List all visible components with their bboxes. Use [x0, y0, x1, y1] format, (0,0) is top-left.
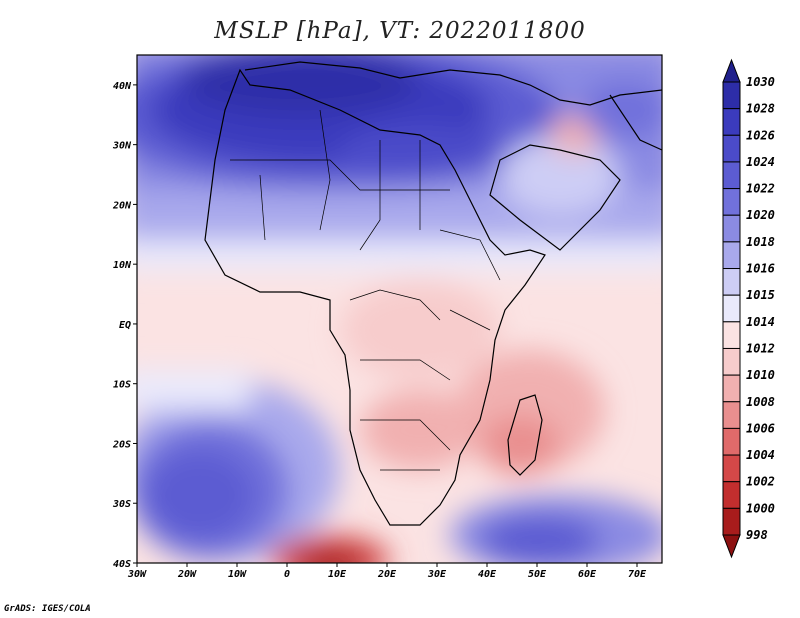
- lon-tick-label: 10W: [228, 569, 247, 580]
- coastlines: [204, 61, 662, 526]
- colorbar-segment: [722, 454, 741, 483]
- colorbar-label: 1010: [746, 368, 775, 382]
- colorbar-segment: [722, 108, 741, 136]
- colorbar-label: 1024: [746, 155, 775, 169]
- colorbar-segment: [722, 401, 741, 429]
- lon-tick-label: 10E: [328, 569, 347, 580]
- colorbar-segment: [722, 214, 741, 243]
- pressure-field: [137, 55, 662, 563]
- country-borders: [230, 109, 501, 471]
- colorbar-label: 1030: [746, 75, 775, 89]
- colorbar-label: 1014: [746, 315, 775, 329]
- colorbar-label: 1015: [746, 288, 775, 302]
- lat-tick-label: 20N: [112, 200, 132, 211]
- colorbar-label: 1016: [746, 262, 775, 276]
- colorbar-segment: [722, 481, 741, 509]
- colorbar-label: 1000: [746, 501, 775, 515]
- colorbar-segment: [722, 134, 741, 163]
- colorbar-label: 1004: [746, 448, 775, 462]
- plot-frame: [136, 54, 663, 564]
- colorbar-label: 1006: [746, 421, 775, 435]
- colorbar-label: 1002: [746, 475, 775, 489]
- longitude-axis: 30W 20W 10W 0 10E 20E 30E 40E 50E 60E 70E: [127, 563, 647, 580]
- lon-tick-label: 40E: [478, 569, 497, 580]
- lon-tick-label: 20E: [377, 569, 397, 580]
- latitude-axis: 40N 30N 20N 10N EQ 10S 20S 30S 40S: [112, 81, 137, 570]
- map-title: MSLP [hPa], VT: 2022011800: [214, 18, 586, 44]
- colorbar-label: 1026: [746, 128, 775, 142]
- lat-tick-label: 40N: [113, 81, 132, 92]
- colorbar-segment: [722, 374, 741, 403]
- colorbar-segment: [722, 268, 741, 296]
- lat-tick-label: 10N: [113, 260, 132, 271]
- lon-tick-label: 30W: [127, 569, 147, 580]
- lon-tick-label: 30E: [427, 569, 447, 580]
- colorbar-segment: [722, 427, 741, 456]
- lat-tick-label: 40S: [113, 559, 131, 570]
- lon-tick-label: 0: [284, 569, 290, 580]
- lat-tick-label: 30S: [112, 499, 131, 510]
- lon-tick-label: 70E: [628, 569, 647, 580]
- lon-tick-label: 20W: [177, 569, 197, 580]
- colorbar-label: 1018: [746, 235, 775, 249]
- colorbar-segment: [722, 241, 741, 270]
- colorbar-segment: [722, 347, 741, 376]
- colorbar-segment: [722, 188, 741, 216]
- colorbar-label: 1012: [746, 341, 775, 355]
- lat-tick-label: 10S: [113, 380, 131, 391]
- colorbar-label: 1008: [746, 395, 775, 409]
- lat-tick-label: 30N: [112, 141, 132, 152]
- lon-tick-label: 60E: [578, 569, 597, 580]
- colorbar-segment: [722, 161, 741, 190]
- colorbar-segment: [722, 81, 741, 110]
- colorbar-segment: [722, 507, 741, 536]
- colorbar: 1030 1028 1026 1024 1022 1020 1018 1016 1015 1014…: [722, 58, 775, 559]
- colorbar-label: 1028: [746, 102, 775, 116]
- colorbar-top-arrow: [722, 58, 741, 83]
- grads-credit: GrADS: IGES/COLA: [4, 604, 91, 614]
- colorbar-segment: [722, 294, 741, 323]
- colorbar-label: 1020: [746, 208, 775, 222]
- colorbar-segment: [722, 321, 741, 349]
- lat-tick-label: EQ: [119, 320, 131, 331]
- colorbar-label: 998: [746, 528, 768, 542]
- lat-tick-label: 20S: [112, 439, 131, 450]
- lon-tick-label: 50E: [528, 569, 547, 580]
- colorbar-bottom-arrow: [722, 534, 741, 559]
- colorbar-label: 1022: [746, 182, 775, 196]
